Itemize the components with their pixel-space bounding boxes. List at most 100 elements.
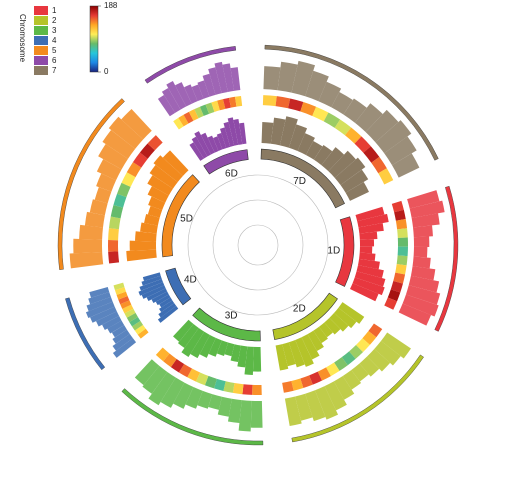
density-bar-inner [328,150,356,178]
heatmap-cell [391,200,404,213]
density-bar-outer [160,377,185,408]
density-bar-inner [307,330,324,352]
outer-arc [434,185,459,332]
heatmap-cell [108,228,119,241]
density-bar-outer [84,211,105,228]
heatmap-cell [262,95,277,107]
density-bar-inner [282,342,296,367]
heatmap-cell [275,96,291,109]
density-bar-inner [224,342,235,357]
heatmap-cell [309,371,322,385]
chromosome-sector: 7D [260,44,439,209]
heatmap-cell [114,287,126,295]
density-bar-outer [166,81,187,110]
outer-arc [291,354,424,443]
heatmap-cell [131,320,143,331]
density-bar-inner [329,312,349,332]
density-bar-outer [112,333,133,351]
density-bar-inner [354,271,386,287]
legend-label: 5 [52,46,57,55]
density-bar-inner [216,133,227,150]
density-bar-outer [407,190,440,209]
density-bar-outer [142,365,168,394]
heatmap-cell [394,209,406,221]
colorbar-tick-label: 188 [104,1,118,10]
density-bar-inner [162,150,189,176]
outer-arc [65,297,106,371]
density-bar-inner [305,140,323,160]
legend-label: 2 [52,16,57,25]
heatmap-cell [205,102,215,114]
heatmap-cell [173,117,184,130]
heatmap-cell [116,291,128,300]
outer-arc [144,46,237,84]
chromosome-sector: 3D [121,307,264,446]
density-bar-outer [333,375,355,400]
density-bar-inner [321,147,345,172]
density-bar-inner [219,127,231,149]
heatmap-cell [134,324,146,335]
density-bar-outer [238,400,252,432]
density-bar-outer [222,63,235,92]
density-bar-outer [230,67,241,91]
density-bar-outer [318,81,342,108]
density-bar-outer [217,396,232,417]
density-bar-outer [374,340,401,366]
density-bar-inner [208,337,222,357]
density-bar-outer [214,61,228,94]
density-bar-inner [213,136,223,151]
heatmap-cell [211,100,220,112]
density-bar-inner [147,175,173,196]
heatmap-cell [163,353,177,368]
density-bar-inner [147,186,169,203]
heatmap-cell [187,368,201,382]
chromosome-label: 4D [184,274,197,285]
colorbar-tick-label: 0 [104,67,109,76]
density-bar-outer [277,61,298,93]
density-bar-outer [409,200,445,218]
density-bar-inner [288,124,308,151]
density-bar-inner [334,157,366,186]
density-bar-inner [200,132,215,155]
density-bar-inner [261,122,274,144]
density-bar-inner [324,317,341,335]
legend-swatch [34,26,48,35]
density-bar-outer [413,246,428,258]
density-bar-outer [351,363,369,382]
density-bar-inner [191,136,208,159]
heatmap-cell [323,112,341,128]
heatmap-cell [223,381,235,393]
density-bar-outer [413,225,433,238]
density-bar-inner [345,181,369,201]
density-bar-inner [270,117,286,146]
density-bar-outer [175,82,192,107]
legend-label: 3 [52,26,57,35]
heatmap-cell [362,331,377,345]
density-bar-outer [185,387,203,409]
density-bar-outer [375,120,412,154]
legend-label: 7 [52,66,57,75]
density-bar-inner [223,121,235,147]
heatmap-cell [194,106,204,119]
heatmap-cell [252,384,262,395]
legend-swatch [34,16,48,25]
heatmap-cell [368,323,383,338]
density-bar-inner [297,133,315,155]
heatmap-cell [300,102,317,116]
density-bar-outer [284,396,302,427]
heatmap-cell [300,375,313,388]
density-bar-outer [408,275,440,293]
ideogram [335,216,355,287]
heatmap-cell [312,106,329,122]
density-bar-outer [343,98,367,123]
density-bar-inner [159,297,173,308]
heatmap-cell [291,378,304,391]
heatmap-cell [183,111,194,124]
density-bar-inner [189,142,204,161]
density-bar-inner [288,339,305,368]
heatmap-cell [326,362,340,377]
density-bar-inner [355,206,385,222]
heatmap-cell [188,109,199,121]
density-bar-inner [126,249,157,262]
density-bar-inner [147,205,163,218]
